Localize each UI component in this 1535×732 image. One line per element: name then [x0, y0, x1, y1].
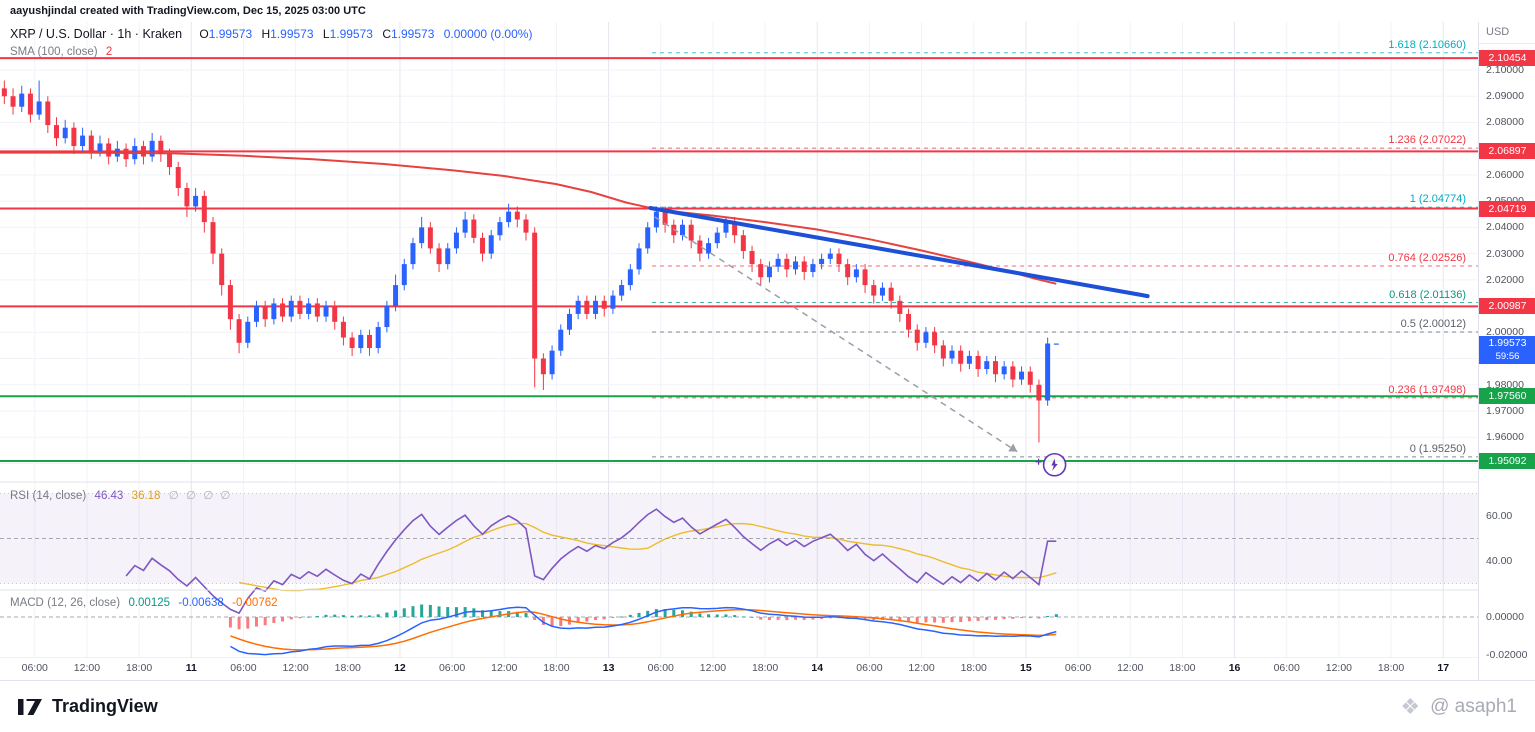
candlestick-series: [1, 80, 1059, 443]
time-axis-label: 06:00: [230, 662, 257, 674]
axis-tick-label: 1.98000: [1486, 378, 1524, 391]
lightning-marker: [1035, 452, 1067, 477]
tradingview-logo-link[interactable]: TradingView: [18, 695, 158, 719]
price-level-badge: 1.95092: [1479, 453, 1535, 470]
current-price-badge: 1.99573 59:56: [1479, 335, 1535, 364]
time-axis-label: 18:00: [543, 662, 570, 674]
arrowhead: [1008, 443, 1018, 452]
time-axis-label: 18:00: [751, 662, 779, 674]
axis-tick-label: 60.00: [1486, 510, 1513, 522]
axis-tick-label: 2.10000: [1486, 64, 1524, 76]
price-level-badge: 1.97560: [1479, 388, 1535, 405]
axis-tick-label: 2.00000: [1486, 326, 1524, 339]
axis-tick-label: 1.97000: [1486, 404, 1524, 417]
sma-100-line: [0, 151, 1057, 285]
macd-signal-line: [230, 608, 1057, 651]
time-axis-day-label: 16: [1228, 662, 1241, 674]
bar-countdown: 59:56: [1495, 350, 1520, 362]
axis-tick-label: 2.08000: [1486, 116, 1524, 129]
axis-tick-label: 0.00000: [1486, 611, 1524, 623]
price-level-badge: 2.10454: [1479, 50, 1535, 67]
axis-tick-label: 2.06000: [1486, 168, 1524, 181]
time-axis-day-label: 12: [394, 662, 406, 674]
axis-tick-label: -0.02000: [1486, 649, 1528, 661]
time-axis[interactable]: 06:00 12:00 18:00 11 06:00 12:00 18:00 12 06:00 1…: [0, 658, 1478, 680]
time-axis-label: 12:00: [1325, 662, 1353, 674]
price-level-badge: 2.00987: [1479, 298, 1535, 315]
time-axis-label: 12:00: [699, 662, 727, 674]
time-axis-label: 18:00: [1377, 662, 1405, 674]
watermark-text: @ asaph1: [1430, 695, 1517, 717]
axis-tick-label: 2.09000: [1486, 90, 1524, 103]
projection-dashed-line: [654, 216, 1018, 453]
axis-tick-label: 2.03000: [1486, 247, 1524, 260]
macd-line: [230, 606, 1057, 656]
macd-legend[interactable]: MACD (12, 26, close) 0.00125 -0.00638 -0…: [10, 597, 278, 609]
rsi-legend[interactable]: RSI (14, close) 46.43 36.18 ∅ ∅ ∅ ∅: [10, 490, 233, 502]
brand-text: TradingView: [52, 696, 158, 716]
time-axis-day-label: 15: [1020, 662, 1032, 674]
axis-tick-label: 2.02000: [1486, 273, 1524, 286]
watermark: ❖ @ asaph1: [1400, 693, 1517, 719]
time-axis-label: 06:00: [1064, 662, 1092, 674]
time-axis-label: 18:00: [125, 662, 153, 674]
chart-canvas[interactable]: [0, 0, 1478, 658]
time-axis-label: 06:00: [1273, 662, 1300, 674]
time-axis-label: 18:00: [960, 662, 987, 674]
time-axis-label: 18:00: [334, 662, 361, 674]
main-pane-legend: XRP / U.S. Dollar · 1h · Kraken O1.99573…: [10, 27, 532, 41]
time-axis-label: 06:00: [21, 662, 48, 674]
fib-retracement: [652, 52, 1478, 458]
axis-tick-label: 1.96000: [1486, 431, 1524, 444]
time-axis-label: 12:00: [491, 662, 518, 674]
time-axis-day-label: 17: [1437, 662, 1450, 674]
time-axis-label: 12:00: [282, 662, 309, 674]
currency-label: USD: [1479, 22, 1535, 44]
attribution-text: aayushjindal created with TradingView.co…: [0, 0, 1535, 22]
time-axis-label: 18:00: [1169, 662, 1196, 674]
time-axis-day-label: 13: [602, 662, 615, 674]
footer-bar: TradingView ❖ @ asaph1: [0, 680, 1535, 732]
sma-legend[interactable]: SMA (100, close) 2: [10, 46, 113, 58]
time-axis-label: 06:00: [647, 662, 674, 674]
rsi-line: [125, 508, 1057, 615]
rsi-ma-line: [238, 522, 1057, 592]
time-axis-label: 06:00: [856, 662, 883, 674]
time-axis-label: 06:00: [438, 662, 466, 674]
ohlc-values: O1.99573 H1.99573 L1.99573 C1.99573 0.00…: [199, 27, 533, 41]
tradingview-icon: [18, 698, 42, 715]
price-change: 0.00000 (0.00%): [443, 27, 533, 41]
support-resistance-lines: [0, 57, 1478, 463]
time-axis-label: 12:00: [73, 662, 101, 674]
time-axis-label: 12:00: [1117, 662, 1144, 674]
asaph-diamond-icon: ❖: [1400, 693, 1421, 719]
axis-tick-label: 40.00: [1486, 555, 1513, 567]
trendline: [648, 205, 1150, 299]
time-axis-day-label: 14: [811, 662, 824, 674]
axis-tick-label: 2.04000: [1486, 221, 1524, 234]
time-axis-day-label: 11: [185, 662, 197, 674]
time-axis-label: 12:00: [908, 662, 935, 674]
symbol-title[interactable]: XRP / U.S. Dollar · 1h · Kraken: [10, 27, 183, 41]
price-level-badge: 2.04719: [1479, 200, 1535, 217]
price-level-badge: 2.06897: [1479, 143, 1535, 160]
price-axis[interactable]: USD 2.100002.090002.080002.070002.060002…: [1478, 22, 1535, 680]
